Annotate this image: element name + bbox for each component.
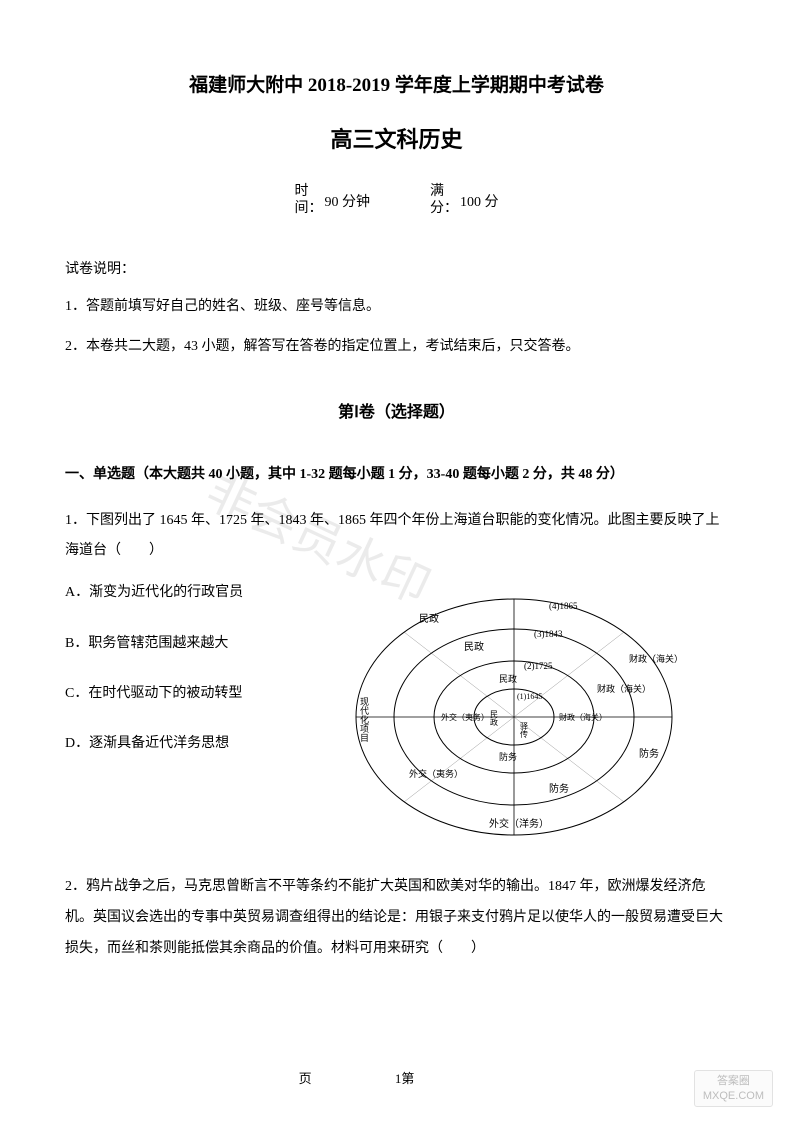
- ring3-year: (3)1843: [534, 629, 563, 639]
- q2-text: 2．鸦片战争之后，马克思曾断言不平等条约不能扩大英国和欧美对华的输出。1847 …: [65, 872, 728, 964]
- svg-text:财政（海关）: 财政（海关）: [629, 653, 679, 664]
- footer-page-num: 1第: [395, 1068, 415, 1087]
- footer-left: 页: [299, 1071, 312, 1086]
- svg-text:外交（夷务）: 外交（夷务）: [409, 768, 463, 779]
- watermark-logo-bottom: MXQE.COM: [703, 1089, 764, 1103]
- exam-info-row: 时间： 90 分钟 满分： 100 分: [65, 184, 728, 218]
- svg-text:财政（海关）: 财政（海关）: [597, 683, 651, 694]
- time-info: 时间： 90 分钟: [295, 184, 371, 218]
- time-value: 90 分钟: [325, 191, 371, 211]
- ring4-year: (4)1865: [549, 601, 578, 611]
- svg-text:外交（夷务）: 外交（夷务）: [441, 712, 489, 722]
- ring2-year: (2)1725: [524, 661, 553, 671]
- page-footer: 页 1第: [0, 1068, 793, 1087]
- concentric-rings-diagram: (4)1865 (3)1843 (2)1725 (1)1645 民政 驿传 民政…: [349, 582, 679, 842]
- description-item-2: 2．本卷共二大题，43 小题，解答写在答卷的指定位置上，考试结束后，只交答卷。: [65, 336, 728, 358]
- svg-text:防务: 防务: [499, 751, 517, 762]
- svg-text:财政（海关）: 财政（海关）: [559, 712, 607, 722]
- svg-text:民政: 民政: [499, 673, 517, 684]
- svg-text:防务: 防务: [549, 782, 569, 795]
- description-item-1: 1．答题前填写好自己的姓名、班级、座号等信息。: [65, 296, 728, 318]
- svg-text:防务: 防务: [639, 747, 659, 760]
- svg-text:民政: 民政: [490, 710, 499, 727]
- svg-text:驿传: 驿传: [520, 722, 529, 739]
- svg-text:现代化项目: 现代化项目: [359, 697, 369, 742]
- q1-text: 1．下图列出了 1645 年、1725 年、1843 年、1865 年四个年份上…: [65, 506, 728, 568]
- svg-text:外交（洋务）: 外交（洋务）: [489, 817, 549, 830]
- q1-option-b: B．职务管辖范围越来越大: [65, 633, 285, 655]
- section-1-heading: 一、单选题（本大题共 40 小题，其中 1-32 题每小题 1 分，33-40 …: [65, 462, 728, 487]
- q1-option-a: A．渐变为近代化的行政官员: [65, 582, 285, 604]
- q1-container: A．渐变为近代化的行政官员 B．职务管辖范围越来越大 C．在时代驱动下的被动转型…: [65, 582, 728, 842]
- ring1-year: (1)1645: [517, 692, 542, 701]
- score-value: 100 分: [460, 191, 499, 211]
- q1-option-c: C．在时代驱动下的被动转型: [65, 683, 285, 705]
- description-title: 试卷说明：: [65, 258, 728, 278]
- section-1-title: 第Ⅰ卷（选择题）: [65, 398, 728, 422]
- score-label: 满分：: [430, 184, 460, 218]
- time-label: 时间：: [295, 184, 325, 218]
- q1-diagram: (4)1865 (3)1843 (2)1725 (1)1645 民政 驿传 民政…: [300, 582, 728, 842]
- q1-option-d: D．逐渐具备近代洋务思想: [65, 733, 285, 755]
- exam-title-main: 福建师大附中 2018-2019 学年度上学期期中考试卷: [65, 70, 728, 97]
- svg-text:民政: 民政: [419, 612, 439, 625]
- q1-options: A．渐变为近代化的行政官员 B．职务管辖范围越来越大 C．在时代驱动下的被动转型…: [65, 582, 285, 784]
- svg-text:民政: 民政: [464, 640, 484, 653]
- score-info: 满分： 100 分: [430, 184, 499, 218]
- exam-title-sub: 高三文科历史: [65, 122, 728, 154]
